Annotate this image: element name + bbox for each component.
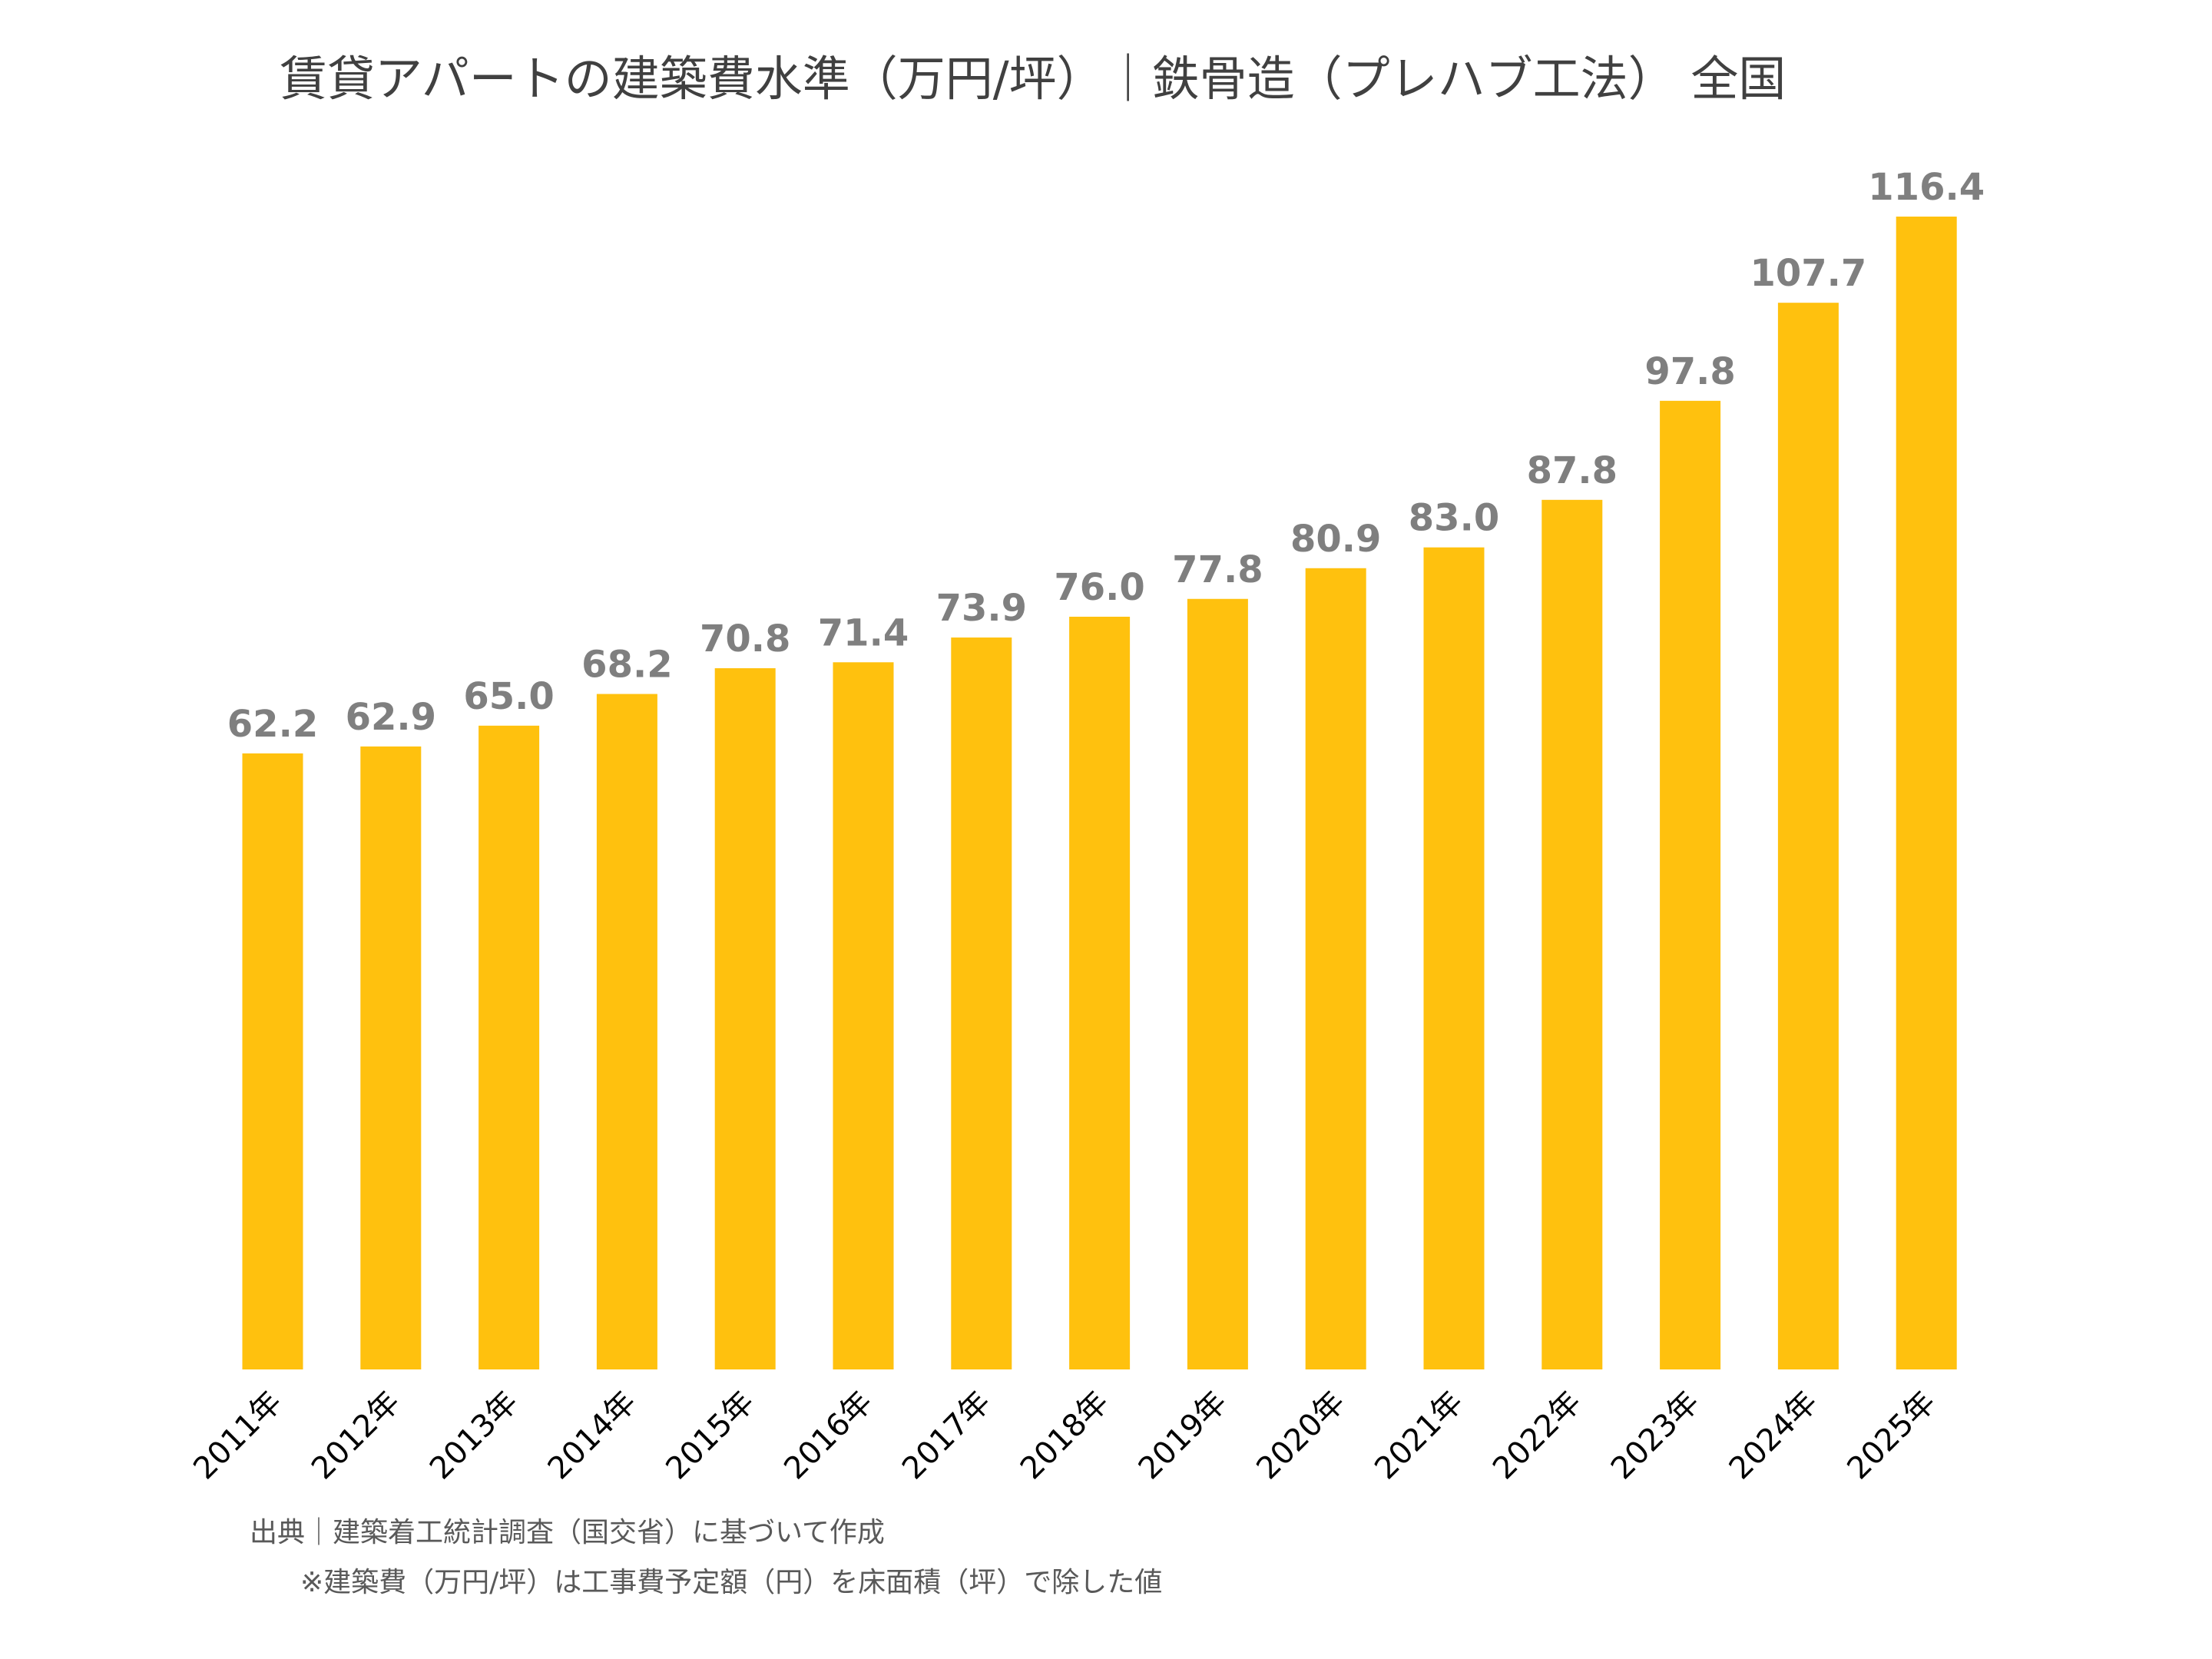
x-tick-label: 2018年	[1014, 1385, 1116, 1487]
data-labels-group: 62.2 62.9 65.0 68.2 70.8 71.4 73.9 76.0 77.8 80.9…	[227, 166, 1985, 746]
x-tick-label: 2021年	[1368, 1385, 1470, 1487]
x-tick-label: 2024年	[1723, 1385, 1825, 1487]
x-tick-label: 2023年	[1604, 1385, 1707, 1487]
data-label: 68.2	[581, 644, 672, 687]
bar-2018年	[1069, 616, 1131, 1369]
x-tick-labels-group: 2011年 2012年 2013年 2014年 2015年 2016年 2017年 2018年…	[187, 1385, 1942, 1487]
bar-2015年	[714, 668, 776, 1369]
data-label: 116.4	[1868, 166, 1985, 209]
bar-2023年	[1660, 400, 1721, 1369]
chart-title: 賃貸アパートの建築費水準（万円/坪）｜鉄骨造（プレハブ工法） 全国	[280, 51, 1786, 107]
x-tick-label: 2011年	[187, 1385, 289, 1487]
bar-2014年	[596, 694, 657, 1369]
x-tick-label: 2014年	[541, 1385, 644, 1487]
x-tick-label: 2019年	[1132, 1385, 1234, 1487]
bar-2013年	[478, 725, 540, 1369]
bar-2016年	[833, 662, 894, 1369]
data-label: 87.8	[1527, 449, 1618, 492]
bar-2025年	[1896, 217, 1957, 1369]
data-label: 65.0	[463, 675, 554, 718]
x-tick-label: 2015年	[659, 1385, 761, 1487]
data-label: 77.8	[1172, 548, 1263, 591]
bar-2017年	[951, 637, 1012, 1369]
data-label: 80.9	[1290, 518, 1381, 561]
x-tick-label: 2012年	[305, 1385, 407, 1487]
bar-2011年	[242, 753, 303, 1369]
definition-note: ※建築費（万円/坪）は工事費予定額（円）を床面積（坪）で除した値	[300, 1567, 1162, 1598]
x-tick-label: 2022年	[1486, 1385, 1588, 1487]
data-label: 62.2	[227, 703, 318, 746]
bar-2019年	[1187, 598, 1248, 1369]
data-label: 83.0	[1409, 497, 1499, 540]
x-tick-label: 2017年	[896, 1385, 998, 1487]
bar-2021年	[1423, 547, 1485, 1369]
bar-2012年	[360, 746, 422, 1369]
data-label: 62.9	[346, 696, 436, 739]
bar-2024年	[1777, 303, 1839, 1370]
x-tick-label: 2013年	[423, 1385, 525, 1487]
data-label: 73.9	[936, 587, 1027, 630]
data-label: 70.8	[700, 618, 790, 661]
bar-2020年	[1305, 568, 1366, 1369]
data-label: 107.7	[1750, 252, 1866, 295]
data-label: 97.8	[1644, 350, 1735, 393]
bar-2022年	[1541, 499, 1603, 1369]
data-label: 76.0	[1054, 566, 1144, 609]
data-label: 71.4	[818, 611, 909, 654]
source-note: 出典｜建築着工統計調査（国交省）に基づいて作成	[250, 1517, 885, 1548]
x-tick-label: 2020年	[1250, 1385, 1352, 1487]
bars-group	[242, 217, 1957, 1370]
x-tick-label: 2016年	[777, 1385, 879, 1487]
x-tick-label: 2025年	[1840, 1385, 1942, 1487]
